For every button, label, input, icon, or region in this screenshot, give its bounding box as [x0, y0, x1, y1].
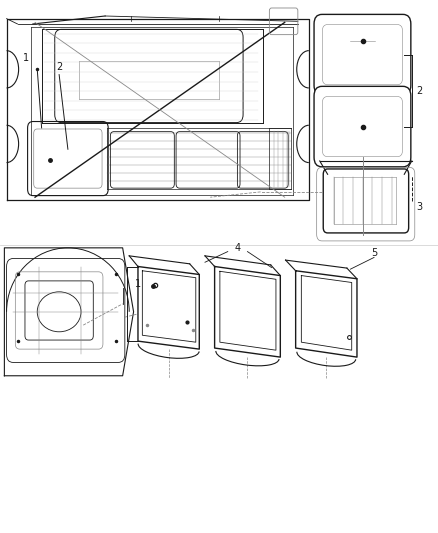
- Polygon shape: [296, 271, 357, 357]
- Text: 3: 3: [416, 202, 422, 212]
- FancyBboxPatch shape: [314, 14, 411, 95]
- Text: 4: 4: [235, 243, 241, 253]
- Polygon shape: [215, 266, 280, 357]
- FancyBboxPatch shape: [314, 86, 411, 167]
- FancyBboxPatch shape: [323, 169, 409, 233]
- Text: 5: 5: [371, 248, 377, 258]
- Text: 2: 2: [56, 62, 62, 71]
- Text: 1: 1: [23, 53, 29, 62]
- Polygon shape: [138, 266, 199, 349]
- Text: 2: 2: [416, 86, 422, 95]
- Text: 1: 1: [134, 279, 141, 288]
